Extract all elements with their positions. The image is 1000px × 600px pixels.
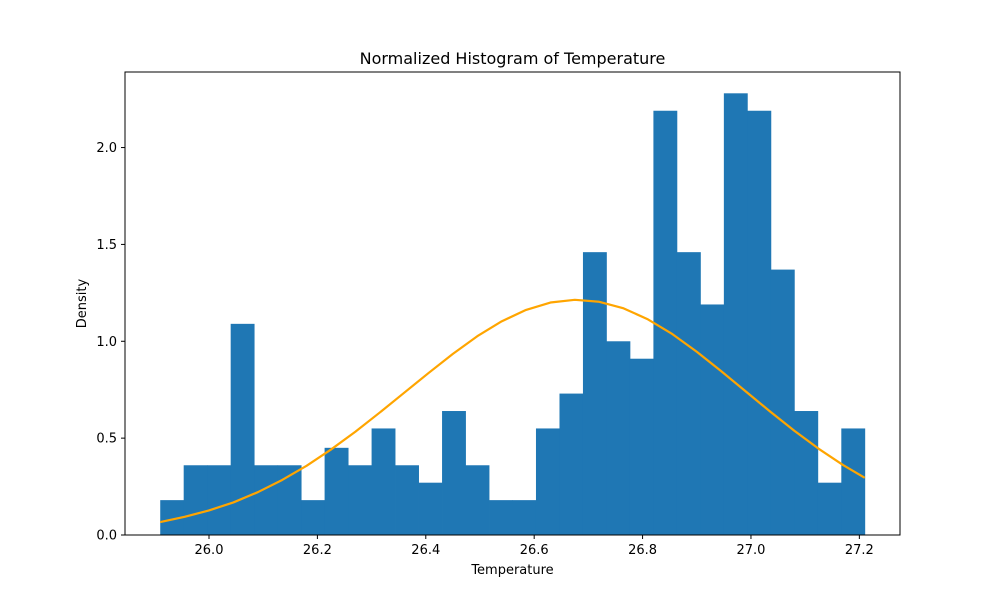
x-tick-label: 26.6 <box>520 543 549 558</box>
histogram-bar <box>395 465 419 535</box>
histogram-bar <box>676 252 701 535</box>
x-tick-label: 26.2 <box>303 543 332 558</box>
density-curve <box>159 298 866 524</box>
histogram-bar <box>348 465 372 535</box>
histogram-bar <box>817 482 842 535</box>
y-axis-ticks: 0.0 0.5 1.0 1.5 2.0 <box>96 141 125 544</box>
histogram-bar <box>418 482 443 535</box>
histogram-bar <box>512 500 537 535</box>
histogram-bar <box>254 465 279 535</box>
histogram-bar <box>207 465 232 535</box>
x-axis-ticks: 26.0 26.2 26.4 26.6 26.8 27.0 27.2 <box>195 535 874 558</box>
histogram-bar <box>535 428 560 535</box>
histogram-bar <box>489 500 513 535</box>
histogram-bar <box>629 358 654 535</box>
chart-title: Normalized Histogram of Temperature <box>360 49 666 68</box>
x-tick-label: 27.2 <box>845 543 874 558</box>
histogram-bar <box>794 411 819 535</box>
density-curve-layer <box>159 298 866 524</box>
histogram-bar <box>606 341 631 535</box>
y-tick-label: 0.5 <box>96 432 117 447</box>
histogram-bar <box>841 428 866 535</box>
x-tick-label: 26.0 <box>195 543 224 558</box>
histogram-bar <box>723 93 748 535</box>
histogram-bar <box>465 465 490 535</box>
histogram-bar <box>653 110 678 536</box>
x-tick-label: 27.0 <box>736 543 765 558</box>
plot-frame <box>124 71 901 536</box>
histogram-bar <box>183 465 208 535</box>
y-tick-label: 1.0 <box>96 335 117 350</box>
y-tick-label: 1.5 <box>96 238 117 253</box>
x-tick-label: 26.4 <box>411 543 440 558</box>
histogram-bars <box>160 93 866 536</box>
histogram-bar <box>582 252 607 535</box>
y-tick-label: 0.0 <box>96 529 117 544</box>
histogram-bar <box>770 269 795 535</box>
histogram-bar <box>324 447 349 535</box>
histogram-bar <box>230 323 255 535</box>
y-tick-label: 2.0 <box>96 141 117 156</box>
histogram-bar <box>559 393 584 535</box>
histogram-bar <box>277 465 302 535</box>
y-axis-label: Density <box>75 278 90 328</box>
histogram-bar <box>371 428 396 535</box>
histogram-bar <box>301 500 326 535</box>
x-axis-label: Temperature <box>470 563 553 578</box>
histogram-bar <box>747 110 772 536</box>
histogram-bar <box>442 411 466 535</box>
histogram-bar <box>160 500 185 535</box>
x-tick-label: 26.8 <box>628 543 657 558</box>
histogram-bar <box>700 304 725 535</box>
